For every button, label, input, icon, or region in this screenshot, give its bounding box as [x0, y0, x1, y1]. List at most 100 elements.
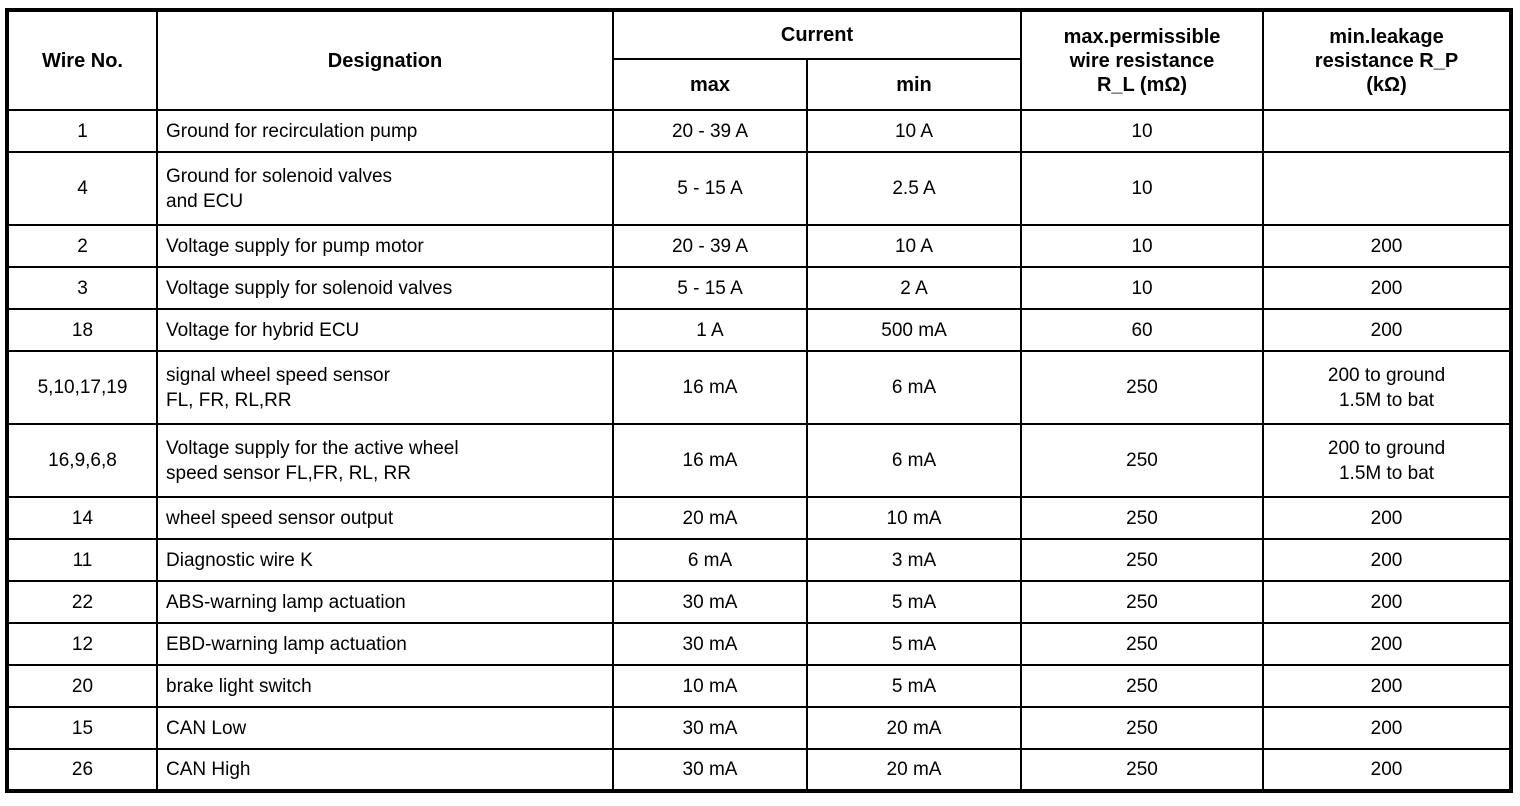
header-designation: Designation: [156, 9, 614, 111]
cell-designation: Ground for recirculation pump: [156, 109, 614, 153]
cell-r-l: 250: [1020, 538, 1265, 582]
cell-current-max: 1 A: [612, 308, 808, 352]
cell-r-p: 200 to ground 1.5M to bat: [1262, 350, 1513, 425]
cell-designation: CAN High: [156, 748, 614, 792]
wire-spec-table: Wire No. Designation Current max.permiss…: [5, 8, 1514, 793]
cell-wire-no: 15: [6, 706, 158, 750]
table-row: 4 Ground for solenoid valves and ECU 5 -…: [6, 151, 1513, 226]
cell-designation: EBD-warning lamp actuation: [156, 622, 614, 666]
cell-current-min: 10 A: [805, 224, 1023, 268]
cell-r-l: 250: [1020, 580, 1265, 624]
cell-current-min: 500 mA: [805, 308, 1023, 352]
cell-wire-no: 12: [6, 622, 158, 666]
cell-current-max: 20 mA: [612, 496, 808, 540]
cell-r-p: 200: [1262, 496, 1513, 540]
table-header: Wire No. Designation Current max.permiss…: [6, 9, 1513, 111]
table-row: 18 Voltage for hybrid ECU 1 A 500 mA 60 …: [6, 308, 1513, 352]
cell-current-max: 20 - 39 A: [612, 109, 808, 153]
cell-current-min: 2.5 A: [805, 151, 1023, 226]
cell-wire-no: 4: [6, 151, 158, 226]
cell-r-p: 200: [1262, 308, 1513, 352]
cell-designation: Voltage for hybrid ECU: [156, 308, 614, 352]
cell-wire-no: 11: [6, 538, 158, 582]
table-row: 12 EBD-warning lamp actuation 30 mA 5 mA…: [6, 622, 1513, 666]
header-min-leakage-resistance: min.leakage resistance R_P (kΩ): [1262, 9, 1513, 111]
cell-current-min: 10 mA: [805, 496, 1023, 540]
cell-r-l: 250: [1020, 350, 1265, 425]
cell-wire-no: 5,10,17,19: [6, 350, 158, 425]
cell-current-min: 5 mA: [805, 622, 1023, 666]
cell-current-max: 16 mA: [612, 350, 808, 425]
table-row: 15 CAN Low 30 mA 20 mA 250 200: [6, 706, 1513, 750]
cell-r-p: 200: [1262, 580, 1513, 624]
cell-designation: Voltage supply for solenoid valves: [156, 266, 614, 310]
cell-designation: Diagnostic wire K: [156, 538, 614, 582]
cell-wire-no: 14: [6, 496, 158, 540]
cell-current-max: 6 mA: [612, 538, 808, 582]
cell-r-p: 200: [1262, 266, 1513, 310]
cell-r-l: 250: [1020, 664, 1265, 708]
table-row: 22 ABS-warning lamp actuation 30 mA 5 mA…: [6, 580, 1513, 624]
cell-r-l: 250: [1020, 496, 1265, 540]
header-current: Current: [611, 9, 1023, 60]
cell-current-min: 3 mA: [805, 538, 1023, 582]
cell-current-min: 5 mA: [805, 664, 1023, 708]
table-row: 11 Diagnostic wire K 6 mA 3 mA 250 200: [6, 538, 1513, 582]
cell-r-l: 60: [1020, 308, 1265, 352]
cell-r-l: 250: [1020, 748, 1265, 792]
cell-designation: wheel speed sensor output: [156, 496, 614, 540]
cell-r-l: 250: [1020, 706, 1265, 750]
cell-current-max: 16 mA: [612, 423, 808, 498]
table-row: 2 Voltage supply for pump motor 20 - 39 …: [6, 224, 1513, 268]
cell-wire-no: 3: [6, 266, 158, 310]
cell-r-l: 10: [1020, 224, 1265, 268]
header-wire-no: Wire No.: [6, 9, 158, 111]
cell-current-min: 5 mA: [805, 580, 1023, 624]
header-row-1: Wire No. Designation Current max.permiss…: [6, 9, 1513, 111]
cell-r-p: [1262, 109, 1513, 153]
cell-r-l: 250: [1020, 622, 1265, 666]
cell-r-p: 200 to ground 1.5M to bat: [1262, 423, 1513, 498]
cell-wire-no: 22: [6, 580, 158, 624]
cell-current-max: 30 mA: [612, 748, 808, 792]
table-row: 5,10,17,19 signal wheel speed sensor FL,…: [6, 350, 1513, 425]
table-row: 1 Ground for recirculation pump 20 - 39 …: [6, 109, 1513, 153]
table-row: 16,9,6,8 Voltage supply for the active w…: [6, 423, 1513, 498]
cell-designation: Ground for solenoid valves and ECU: [156, 151, 614, 226]
cell-r-l: 10: [1020, 109, 1265, 153]
table-row: 3 Voltage supply for solenoid valves 5 -…: [6, 266, 1513, 310]
cell-designation: Voltage supply for pump motor: [156, 224, 614, 268]
cell-current-max: 5 - 15 A: [612, 266, 808, 310]
cell-designation: CAN Low: [156, 706, 614, 750]
cell-current-min: 2 A: [805, 266, 1023, 310]
cell-designation: ABS-warning lamp actuation: [156, 580, 614, 624]
header-current-min: min: [805, 58, 1023, 111]
cell-current-min: 20 mA: [805, 748, 1023, 792]
cell-r-p: 200: [1262, 664, 1513, 708]
header-max-wire-resistance: max.permissible wire resistance R_L (mΩ): [1020, 9, 1265, 111]
cell-wire-no: 1: [6, 109, 158, 153]
cell-r-l: 250: [1020, 423, 1265, 498]
cell-current-max: 20 - 39 A: [612, 224, 808, 268]
cell-wire-no: 26: [6, 748, 158, 792]
cell-wire-no: 16,9,6,8: [6, 423, 158, 498]
cell-current-max: 30 mA: [612, 706, 808, 750]
cell-r-l: 10: [1020, 151, 1265, 226]
cell-r-p: 200: [1262, 748, 1513, 792]
cell-current-min: 6 mA: [805, 350, 1023, 425]
cell-current-max: 30 mA: [612, 622, 808, 666]
cell-current-min: 20 mA: [805, 706, 1023, 750]
table-body: 1 Ground for recirculation pump 20 - 39 …: [6, 109, 1513, 792]
cell-designation: brake light switch: [156, 664, 614, 708]
cell-designation: signal wheel speed sensor FL, FR, RL,RR: [156, 350, 614, 425]
cell-wire-no: 2: [6, 224, 158, 268]
cell-designation: Voltage supply for the active wheel spee…: [156, 423, 614, 498]
cell-r-p: 200: [1262, 622, 1513, 666]
cell-r-p: 200: [1262, 538, 1513, 582]
cell-r-p: 200: [1262, 706, 1513, 750]
table-row: 20 brake light switch 10 mA 5 mA 250 200: [6, 664, 1513, 708]
cell-r-l: 10: [1020, 266, 1265, 310]
cell-current-max: 10 mA: [612, 664, 808, 708]
cell-r-p: 200: [1262, 224, 1513, 268]
header-current-max: max: [612, 58, 808, 111]
